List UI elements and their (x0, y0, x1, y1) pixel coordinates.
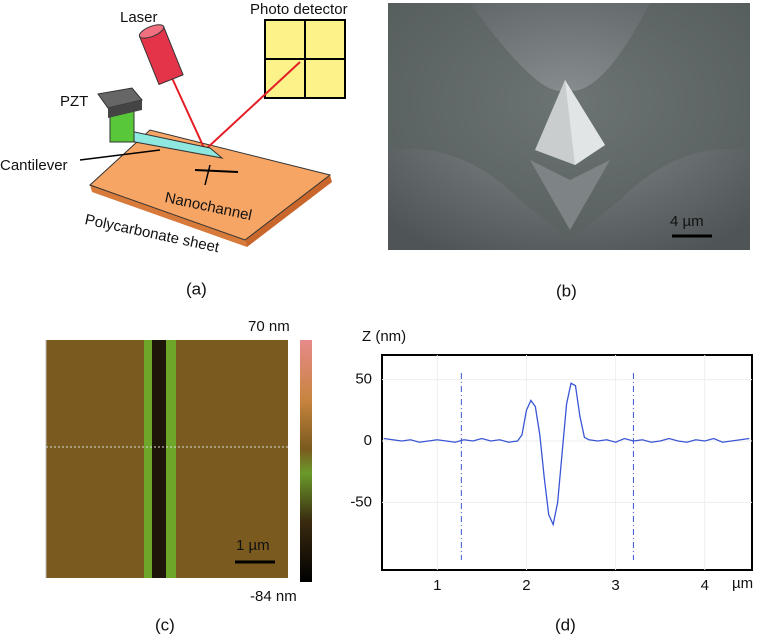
panel-label: (c) (155, 615, 175, 634)
label: Cantilever (0, 157, 68, 174)
axis-unit: µm (732, 575, 753, 592)
schematic (79, 19, 346, 247)
scale-label: 4 µm (670, 213, 704, 230)
plot-frame (381, 354, 753, 571)
label: Photo detector (250, 1, 348, 18)
label: Laser (120, 9, 158, 26)
scale-label: 1 µm (236, 537, 270, 554)
y-tick-label: 50 (355, 371, 372, 388)
x-tick-label: 4 (701, 577, 709, 594)
label: PZT (60, 93, 88, 110)
x-tick-label: 2 (522, 577, 530, 594)
colorbar-label: 70 nm (248, 318, 290, 335)
afm-image (45, 340, 312, 582)
panel-label: (b) (556, 281, 577, 300)
y-tick-label: 0 (364, 432, 372, 449)
sem-image (388, 3, 750, 250)
y-tick-label: -50 (350, 493, 372, 510)
colorbar-label: -84 nm (250, 588, 297, 605)
panel-label: (a) (186, 279, 207, 298)
x-tick-label: 1 (433, 577, 441, 594)
axis-label: Z (nm) (362, 328, 406, 345)
panel-label: (d) (555, 615, 576, 634)
profile-line (383, 382, 750, 527)
x-tick-label: 3 (611, 577, 619, 594)
